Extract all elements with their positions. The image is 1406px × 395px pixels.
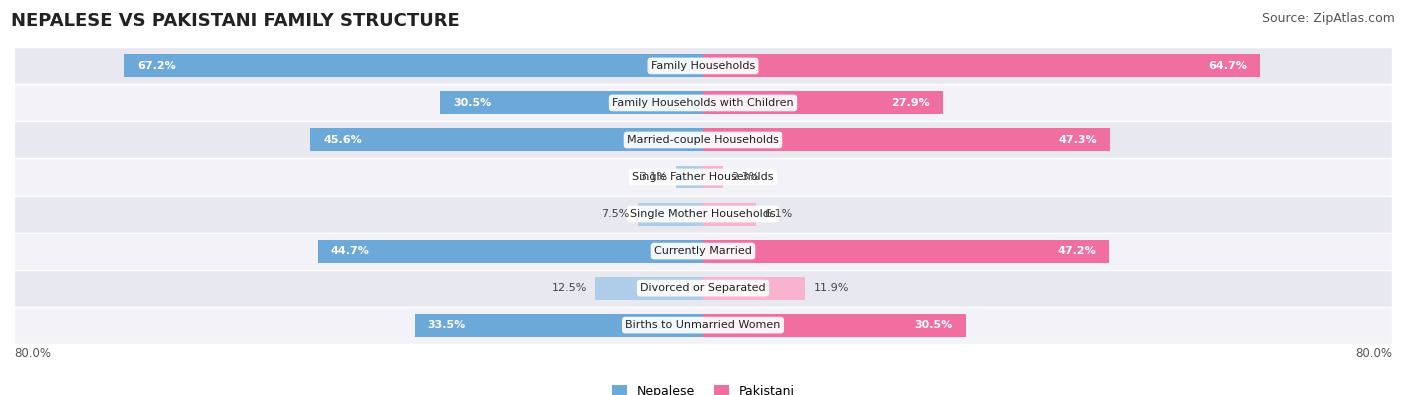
Bar — [595, 276, 703, 299]
Bar — [415, 314, 703, 337]
Text: 30.5%: 30.5% — [453, 98, 492, 108]
Bar — [703, 128, 1111, 151]
Text: 67.2%: 67.2% — [138, 61, 176, 71]
Text: Family Households: Family Households — [651, 61, 755, 71]
Bar — [703, 92, 943, 115]
Bar — [703, 55, 1260, 77]
Text: 11.9%: 11.9% — [814, 283, 849, 293]
Bar — [14, 307, 1392, 344]
Text: 80.0%: 80.0% — [14, 347, 51, 359]
Bar — [676, 166, 703, 188]
Text: 44.7%: 44.7% — [330, 246, 370, 256]
Text: Family Households with Children: Family Households with Children — [612, 98, 794, 108]
Text: 3.1%: 3.1% — [640, 172, 668, 182]
Bar — [703, 166, 723, 188]
Bar — [14, 158, 1392, 196]
Text: 6.1%: 6.1% — [763, 209, 793, 219]
Text: Single Father Households: Single Father Households — [633, 172, 773, 182]
Text: Births to Unmarried Women: Births to Unmarried Women — [626, 320, 780, 330]
Text: 30.5%: 30.5% — [914, 320, 953, 330]
Text: Currently Married: Currently Married — [654, 246, 752, 256]
Bar — [14, 233, 1392, 269]
Bar — [318, 240, 703, 263]
Bar — [638, 203, 703, 226]
Text: Source: ZipAtlas.com: Source: ZipAtlas.com — [1261, 12, 1395, 25]
Bar — [14, 85, 1392, 121]
Bar — [14, 47, 1392, 85]
Text: Divorced or Separated: Divorced or Separated — [640, 283, 766, 293]
Text: 47.3%: 47.3% — [1059, 135, 1098, 145]
Text: 12.5%: 12.5% — [551, 283, 586, 293]
Text: 33.5%: 33.5% — [427, 320, 465, 330]
Text: 64.7%: 64.7% — [1208, 61, 1247, 71]
Bar — [14, 121, 1392, 158]
Text: 45.6%: 45.6% — [323, 135, 361, 145]
Bar — [14, 196, 1392, 233]
Bar — [703, 240, 1109, 263]
Bar — [703, 276, 806, 299]
Text: 2.3%: 2.3% — [731, 172, 759, 182]
Text: 7.5%: 7.5% — [602, 209, 630, 219]
Bar — [311, 128, 703, 151]
Bar — [703, 203, 755, 226]
Bar — [703, 314, 966, 337]
Text: 80.0%: 80.0% — [1355, 347, 1392, 359]
Text: Single Mother Households: Single Mother Households — [630, 209, 776, 219]
Text: 27.9%: 27.9% — [891, 98, 931, 108]
Legend: Nepalese, Pakistani: Nepalese, Pakistani — [606, 380, 800, 395]
Bar — [440, 92, 703, 115]
Text: Married-couple Households: Married-couple Households — [627, 135, 779, 145]
Bar — [14, 269, 1392, 307]
Text: NEPALESE VS PAKISTANI FAMILY STRUCTURE: NEPALESE VS PAKISTANI FAMILY STRUCTURE — [11, 12, 460, 30]
Text: 47.2%: 47.2% — [1057, 246, 1097, 256]
Bar — [124, 55, 703, 77]
